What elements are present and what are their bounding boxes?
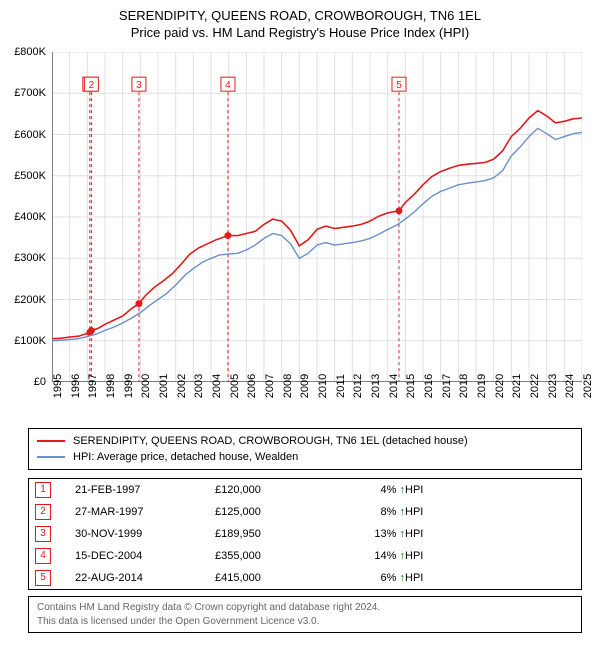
x-tick-label: 2010 xyxy=(317,374,329,398)
y-tick-label: £800K xyxy=(14,46,52,58)
x-tick-label: 2003 xyxy=(193,374,205,398)
y-tick-label: £300K xyxy=(14,252,52,264)
sale-price: £355,000 xyxy=(215,550,325,562)
sale-marker-box: 5 xyxy=(35,570,51,586)
x-tick-label: 2013 xyxy=(370,374,382,398)
legend-label: SERENDIPITY, QUEENS ROAD, CROWBOROUGH, T… xyxy=(73,433,468,449)
x-tick-label: 2012 xyxy=(352,374,364,398)
x-tick-label: 2002 xyxy=(176,374,188,398)
plot-area: 12345 £0£100K£200K£300K£400K£500K£600K£7… xyxy=(52,52,582,382)
x-tick-label: 2018 xyxy=(458,374,470,398)
y-tick-label: £700K xyxy=(14,87,52,99)
x-tick-label: 2021 xyxy=(511,374,523,398)
sale-price: £415,000 xyxy=(215,572,325,584)
chart-title: SERENDIPITY, QUEENS ROAD, CROWBOROUGH, T… xyxy=(0,8,600,23)
x-tick-label: 2020 xyxy=(494,374,506,398)
svg-text:3: 3 xyxy=(136,80,142,91)
sale-marker-box: 2 xyxy=(35,504,51,520)
sale-vs: HPI xyxy=(405,506,465,518)
title-block: SERENDIPITY, QUEENS ROAD, CROWBOROUGH, T… xyxy=(0,0,600,40)
x-axis-ticks: 1995199619971998199920002001200220032004… xyxy=(52,382,582,424)
x-tick-label: 2004 xyxy=(211,374,223,398)
y-tick-label: £100K xyxy=(14,335,52,347)
sale-marker-box: 1 xyxy=(35,482,51,498)
sale-date: 27-MAR-1997 xyxy=(75,506,215,518)
sale-date: 21-FEB-1997 xyxy=(75,484,215,496)
x-tick-label: 2005 xyxy=(229,374,241,398)
sale-price: £120,000 xyxy=(215,484,325,496)
x-tick-label: 2023 xyxy=(547,374,559,398)
sale-date: 22-AUG-2014 xyxy=(75,572,215,584)
sale-date: 30-NOV-1999 xyxy=(75,528,215,540)
sale-pct: 6% ↑ xyxy=(325,572,405,584)
legend-label: HPI: Average price, detached house, Weal… xyxy=(73,449,298,465)
x-tick-label: 2016 xyxy=(423,374,435,398)
x-tick-label: 2006 xyxy=(246,374,258,398)
sale-pct: 13% ↑ xyxy=(325,528,405,540)
legend-swatch xyxy=(37,440,65,442)
x-tick-label: 2022 xyxy=(529,374,541,398)
legend-item: HPI: Average price, detached house, Weal… xyxy=(37,449,573,465)
sale-vs: HPI xyxy=(405,528,465,540)
sale-row: 1 21-FEB-1997£120,0004% ↑HPI xyxy=(29,479,581,501)
x-tick-label: 1997 xyxy=(87,374,99,398)
sale-row: 5 22-AUG-2014£415,0006% ↑HPI xyxy=(29,567,581,589)
x-tick-label: 2025 xyxy=(582,374,594,398)
y-tick-label: £600K xyxy=(14,129,52,141)
x-tick-label: 2001 xyxy=(158,374,170,398)
x-tick-label: 1995 xyxy=(52,374,64,398)
sale-vs: HPI xyxy=(405,550,465,562)
y-tick-label: £500K xyxy=(14,170,52,182)
sale-pct: 8% ↑ xyxy=(325,506,405,518)
x-tick-label: 1998 xyxy=(105,374,117,398)
x-tick-label: 2007 xyxy=(264,374,276,398)
sale-marker-box: 4 xyxy=(35,548,51,564)
sale-vs: HPI xyxy=(405,572,465,584)
attribution: Contains HM Land Registry data © Crown c… xyxy=(28,596,582,633)
sales-table: 121-FEB-1997£120,0004% ↑HPI227-MAR-1997£… xyxy=(28,478,582,590)
x-tick-label: 2015 xyxy=(405,374,417,398)
chart-container: SERENDIPITY, QUEENS ROAD, CROWBOROUGH, T… xyxy=(0,0,600,633)
x-tick-label: 2014 xyxy=(388,374,400,398)
x-tick-label: 2008 xyxy=(282,374,294,398)
sale-price: £189,950 xyxy=(215,528,325,540)
x-tick-label: 2000 xyxy=(140,374,152,398)
x-tick-label: 1996 xyxy=(70,374,82,398)
attribution-line: Contains HM Land Registry data © Crown c… xyxy=(37,601,573,615)
sale-date: 15-DEC-2004 xyxy=(75,550,215,562)
x-tick-label: 2017 xyxy=(441,374,453,398)
sale-pct: 4% ↑ xyxy=(325,484,405,496)
sale-marker-box: 3 xyxy=(35,526,51,542)
sale-pct: 14% ↑ xyxy=(325,550,405,562)
sale-row: 2 27-MAR-1997£125,0008% ↑HPI xyxy=(29,501,581,523)
y-tick-label: £400K xyxy=(14,211,52,223)
sale-price: £125,000 xyxy=(215,506,325,518)
svg-text:2: 2 xyxy=(89,80,95,91)
chart-subtitle: Price paid vs. HM Land Registry's House … xyxy=(0,25,600,40)
svg-text:4: 4 xyxy=(225,80,231,91)
x-tick-label: 2019 xyxy=(476,374,488,398)
attribution-line: This data is licensed under the Open Gov… xyxy=(37,615,573,629)
y-tick-label: £200K xyxy=(14,294,52,306)
sale-row: 4 15-DEC-2004£355,00014% ↑HPI xyxy=(29,545,581,567)
sale-vs: HPI xyxy=(405,484,465,496)
legend-item: SERENDIPITY, QUEENS ROAD, CROWBOROUGH, T… xyxy=(37,433,573,449)
x-tick-label: 2009 xyxy=(299,374,311,398)
x-tick-label: 2011 xyxy=(335,374,347,398)
legend: SERENDIPITY, QUEENS ROAD, CROWBOROUGH, T… xyxy=(28,428,582,470)
sale-row: 3 30-NOV-1999£189,95013% ↑HPI xyxy=(29,523,581,545)
x-tick-label: 2024 xyxy=(564,374,576,398)
legend-swatch xyxy=(37,456,65,458)
y-tick-label: £0 xyxy=(34,376,52,388)
x-tick-label: 1999 xyxy=(123,374,135,398)
chart-svg: 12345 xyxy=(52,52,582,382)
svg-text:5: 5 xyxy=(396,80,402,91)
